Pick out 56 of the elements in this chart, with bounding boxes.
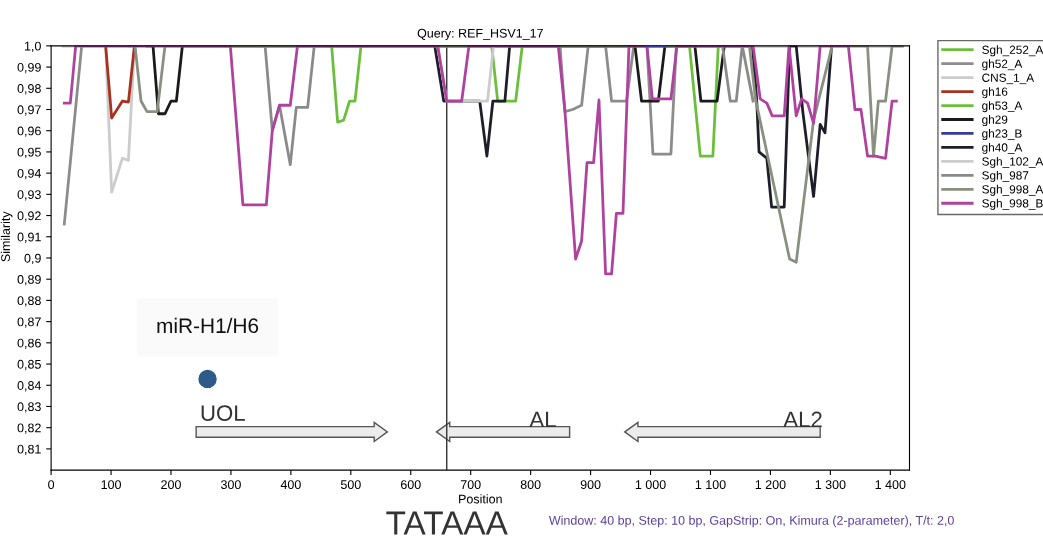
annotation: miR-H1/H6: [157, 317, 259, 334]
legend-label: Sgh_998_B: [982, 198, 1043, 210]
y-tick-label: 0,87: [17, 317, 41, 328]
y-tick-label: 0,83: [17, 402, 41, 413]
y-tick-label: 0,85: [17, 359, 41, 371]
x-tick-label: 0: [48, 480, 55, 490]
y-tick-label: 0,89: [17, 275, 41, 286]
x-tick-label: 800: [520, 480, 541, 490]
x-tick-label: 500: [340, 480, 361, 490]
x-tick-label: 700: [460, 480, 481, 490]
y-tick-label: 0,9: [24, 253, 41, 265]
legend-label: gh40_A: [982, 143, 1023, 154]
x-tick-label: 400: [280, 480, 301, 490]
x-tick-label: 1 100: [695, 480, 726, 490]
x-tick-label: 300: [220, 480, 241, 490]
x-axis-title: Position: [459, 494, 502, 504]
y-tick-label: 0,94: [17, 168, 42, 180]
x-tick-label: 200: [161, 480, 181, 490]
y-tick-label: 0,88: [17, 296, 41, 307]
x-tick-label: 1 400: [875, 480, 906, 490]
annotation: AL2: [783, 411, 822, 428]
legend-label: Sgh_252_A: [982, 45, 1043, 57]
y-axis-title: Similarity: [0, 211, 13, 262]
x-tick-label: 1 000: [635, 480, 666, 490]
y-tick-label: 0,81: [17, 444, 41, 456]
legend-label: gh29: [982, 115, 1008, 127]
x-tick-label: 600: [400, 480, 421, 490]
y-tick-label: 0,97: [17, 105, 41, 116]
y-tick-label: 0,95: [17, 147, 41, 159]
y-tick-label: 0,92: [17, 211, 41, 222]
y-tick-label: 0,99: [17, 62, 41, 74]
legend-label: gh23_B: [982, 129, 1022, 141]
legend-label: CNS_1_A: [982, 73, 1035, 85]
y-tick-label: 0,98: [17, 84, 41, 95]
legend-label: Sgh_987: [982, 170, 1029, 182]
y-tick-label: 0,84: [17, 381, 42, 392]
legend-label: gh53_A: [982, 101, 1023, 113]
y-tick-label: 0,86: [17, 338, 41, 349]
legend-label: Sgh_998_A: [982, 184, 1043, 196]
y-tick-label: 0,96: [17, 126, 41, 137]
annotation: UOL: [201, 405, 245, 421]
x-tick-label: 900: [580, 480, 601, 490]
annotation: AL: [529, 411, 556, 428]
y-tick-label: 0,93: [17, 190, 41, 201]
legend-label: gh16: [982, 87, 1008, 99]
legend-label: Sgh_102_A: [982, 156, 1043, 168]
x-tick-label: 1 300: [815, 480, 846, 490]
y-tick-label: 0,91: [17, 232, 41, 243]
text: Window: 40 bp, Step: 10 bp, GapStrip: On, Kimura (2-parameter), T/t: 2,0: [548, 515, 954, 528]
legend-label: gh52_A: [982, 59, 1023, 71]
y-tick-label: 0,82: [17, 423, 41, 434]
y-tick-label: 1,0: [24, 41, 41, 52]
x-tick-label: 1 200: [755, 480, 786, 490]
chart-title: Query: REF_HSV1_17: [417, 28, 543, 41]
x-tick-label: 100: [101, 480, 121, 490]
ref-line-label: TATAAA: [386, 511, 508, 535]
